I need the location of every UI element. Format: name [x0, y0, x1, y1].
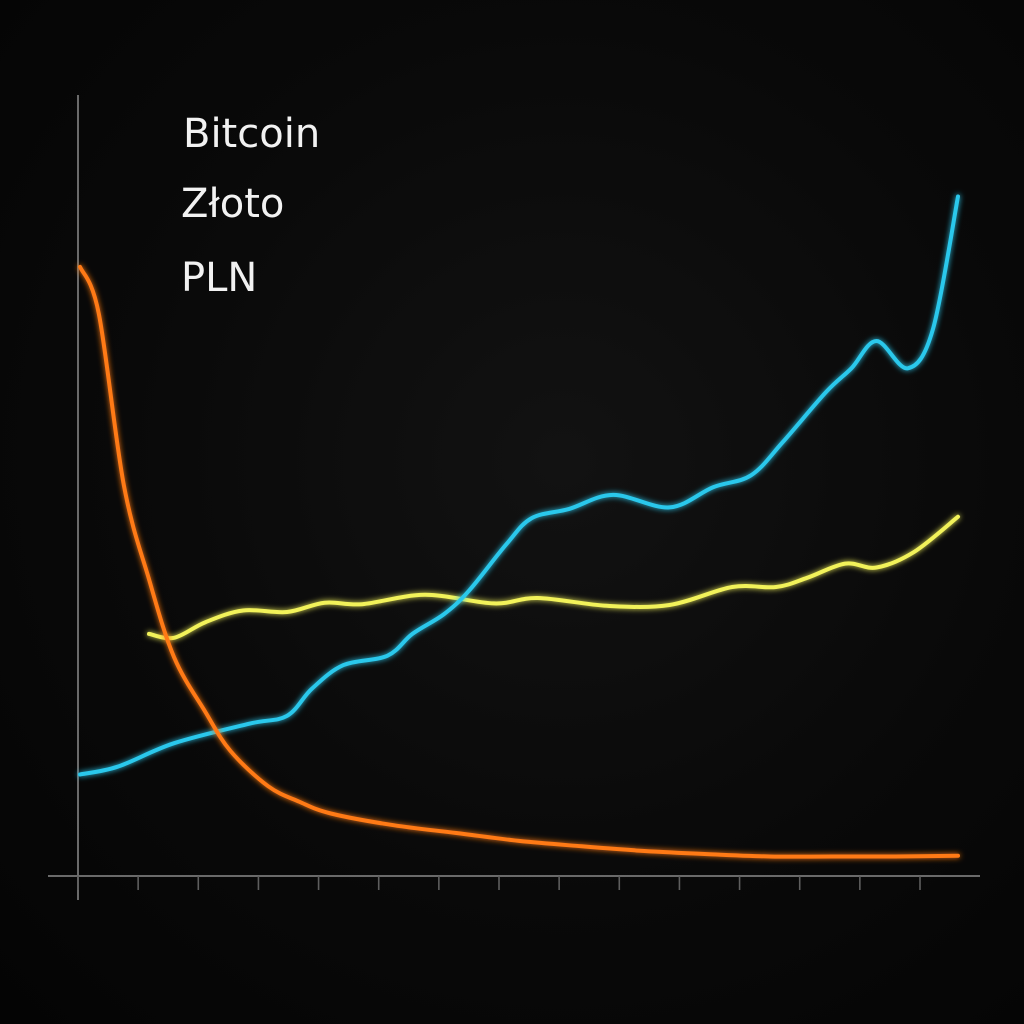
legend-item-bitcoin[interactable]: Bitcoin	[104, 111, 320, 157]
legend-item-pln[interactable]: PLN	[104, 255, 257, 301]
series-line-pln	[78, 194, 960, 777]
legend-label-pln: PLN	[181, 255, 257, 301]
series-line-bitcoin	[78, 264, 960, 859]
x-axis-ticks	[77, 876, 921, 890]
legend: Bitcoin Złoto PLN	[104, 111, 320, 301]
series-layer	[78, 194, 960, 859]
series-line-z-oto	[147, 514, 960, 641]
legend-label-bitcoin: Bitcoin	[183, 111, 320, 157]
legend-item-zloto[interactable]: Złoto	[104, 181, 284, 227]
legend-label-zloto: Złoto	[181, 181, 284, 227]
